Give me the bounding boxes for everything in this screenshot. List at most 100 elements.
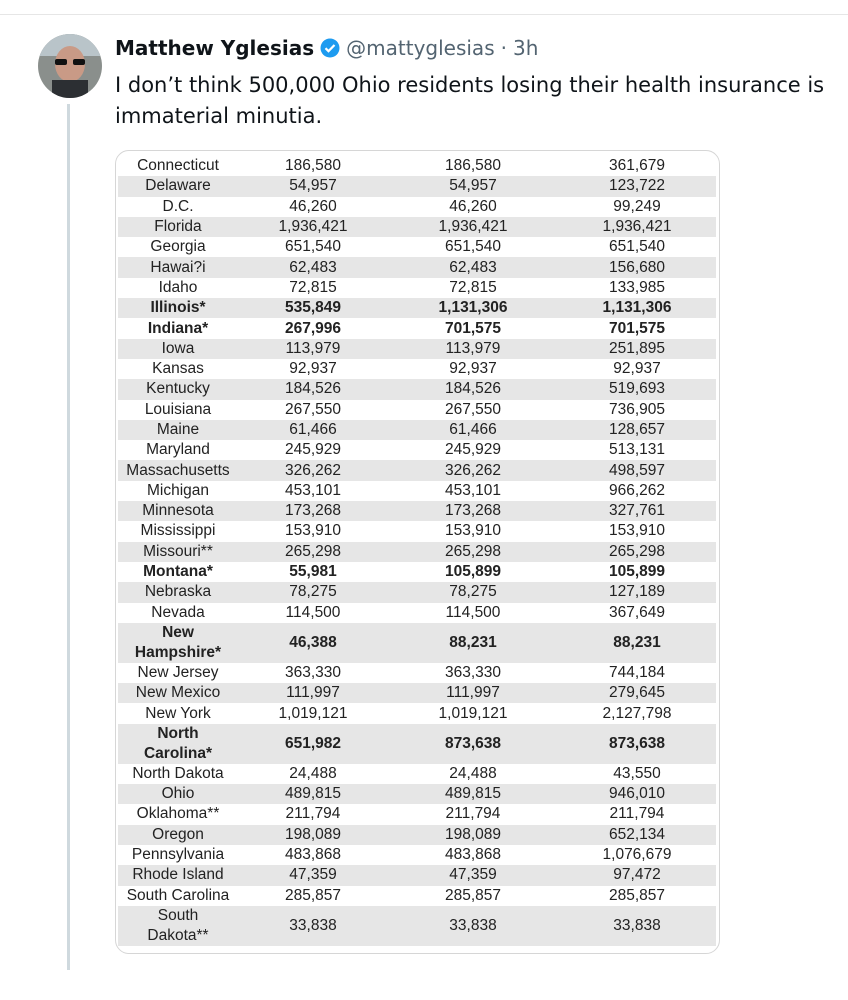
number-cell: 873,638 xyxy=(444,734,502,752)
state-cell: Nebraska xyxy=(144,583,212,601)
state-cell: Michigan xyxy=(146,481,210,499)
table-row: Illinois* 535,849 1,131,306 1,131,306 xyxy=(118,298,716,319)
timestamp[interactable]: 3h xyxy=(512,36,539,60)
number-cell: 153,910 xyxy=(608,522,666,540)
number-cell: 99,249 xyxy=(613,197,661,215)
number-cell: 123,722 xyxy=(608,177,666,195)
number-cell: 184,526 xyxy=(284,380,342,398)
state-cell: New Jersey xyxy=(137,663,219,681)
number-cell: 367,649 xyxy=(608,603,666,621)
table-row: Pennsylvania 483,868 483,868 1,076,679 xyxy=(118,845,716,865)
author-handle[interactable]: @mattyglesias xyxy=(346,36,495,60)
table-row: Nebraska 78,275 78,275 127,189 xyxy=(118,582,716,603)
number-cell: 61,466 xyxy=(449,421,497,438)
state-cell: Mississippi xyxy=(140,522,216,540)
number-cell: 736,905 xyxy=(608,400,666,418)
number-cell: 363,330 xyxy=(284,663,342,681)
state-cell: Connecticut xyxy=(137,157,219,175)
state-cell: Illinois* xyxy=(150,299,206,317)
number-cell: 113,979 xyxy=(445,339,501,357)
number-cell: 1,936,421 xyxy=(438,218,508,236)
state-cell: Oklahoma** xyxy=(136,805,220,823)
number-cell: 127,189 xyxy=(608,583,666,601)
table-row: South Carolina 285,857 285,857 285,857 xyxy=(118,886,716,906)
number-cell: 519,693 xyxy=(608,380,666,398)
number-cell: 184,526 xyxy=(444,380,502,398)
table-row: Connecticut 186,580 186,580 361,679 xyxy=(118,156,716,176)
number-cell: 72,815 xyxy=(449,278,497,296)
verified-badge xyxy=(320,38,340,58)
number-cell: 652,134 xyxy=(608,825,666,843)
table-row: Georgia 651,540 651,540 651,540 xyxy=(118,237,716,257)
number-cell: 265,298 xyxy=(444,542,502,560)
number-cell: 327,761 xyxy=(608,502,666,520)
number-cell: 651,540 xyxy=(284,238,342,256)
table-image[interactable]: Connecticut 186,580 186,580 361,679 Delaware… xyxy=(115,150,720,954)
number-cell: 186,580 xyxy=(444,157,502,175)
state-cell: New York xyxy=(145,704,211,722)
number-cell: 966,262 xyxy=(608,481,666,499)
table-row: Michigan 453,101 453,101 966,262 xyxy=(118,481,716,501)
table-row: Montana* 55,981 105,899 105,899 xyxy=(118,562,716,582)
state-cell: Indiana* xyxy=(147,319,209,337)
number-cell: 285,857 xyxy=(608,886,666,904)
state-cell: North Dakota xyxy=(132,764,224,782)
number-cell: 483,868 xyxy=(444,846,502,864)
divider xyxy=(0,14,848,15)
table-row: Mississippi 153,910 153,910 153,910 xyxy=(118,521,716,541)
number-cell: 62,483 xyxy=(449,258,497,276)
number-cell: 1,131,306 xyxy=(602,299,672,317)
number-cell: 363,330 xyxy=(444,663,502,681)
number-cell: 701,575 xyxy=(444,319,502,337)
number-cell: 47,359 xyxy=(449,866,497,884)
number-cell: 265,298 xyxy=(608,542,666,560)
number-cell: 285,857 xyxy=(284,886,342,904)
number-cell: 498,597 xyxy=(608,461,666,479)
number-cell: 2,127,798 xyxy=(602,704,672,722)
number-cell: 24,488 xyxy=(289,764,337,782)
table-row: New York 1,019,121 1,019,121 2,127,798 xyxy=(118,703,716,723)
number-cell: 265,298 xyxy=(284,542,342,560)
state-cell: Maine xyxy=(156,421,200,438)
number-cell: 186,580 xyxy=(284,157,342,175)
number-cell: 453,101 xyxy=(444,481,502,499)
number-cell: 78,275 xyxy=(449,583,497,601)
number-cell: 483,868 xyxy=(284,846,342,864)
number-cell: 33,838 xyxy=(289,916,337,934)
table-row: Kansas 92,937 92,937 92,937 xyxy=(118,359,716,379)
state-cell: Idaho xyxy=(158,278,198,296)
table-row: Missouri** 265,298 265,298 265,298 xyxy=(118,541,716,562)
state-cell: Massachusetts xyxy=(126,461,230,479)
number-cell: 1,936,421 xyxy=(278,218,348,236)
table-row: Delaware 54,957 54,957 123,722 xyxy=(118,176,716,197)
number-cell: 111,997 xyxy=(446,684,500,702)
number-cell: 326,262 xyxy=(284,461,342,479)
number-cell: 1,076,679 xyxy=(602,846,672,864)
state-cell: Kansas xyxy=(152,360,204,378)
author-name[interactable]: Matthew Yglesias xyxy=(115,36,315,60)
number-cell: 62,483 xyxy=(289,258,337,276)
number-cell: 1,131,306 xyxy=(438,299,508,317)
number-cell: 651,540 xyxy=(608,238,666,256)
number-cell: 111,997 xyxy=(286,684,340,702)
number-cell: 1,019,121 xyxy=(438,704,508,722)
thread-line xyxy=(67,104,70,970)
state-cell: Pennsylvania xyxy=(131,846,225,864)
number-cell: 114,500 xyxy=(285,603,341,621)
number-cell: 211,794 xyxy=(445,805,501,823)
table-row: Maine 61,466 61,466 128,657 xyxy=(118,419,716,441)
number-cell: 211,794 xyxy=(285,805,341,823)
table-row: Maryland 245,929 245,929 513,131 xyxy=(118,440,716,460)
state-cell: Hawai?i xyxy=(150,258,206,276)
tweet-header: Matthew Yglesias @mattyglesias · 3h xyxy=(115,36,538,60)
avatar[interactable] xyxy=(38,34,102,98)
number-cell: 267,550 xyxy=(444,400,502,418)
number-cell: 43,550 xyxy=(613,764,661,782)
state-cell: Rhode Island xyxy=(132,866,224,884)
number-cell: 535,849 xyxy=(284,299,342,317)
number-cell: 285,857 xyxy=(444,886,502,904)
number-cell: 267,996 xyxy=(284,319,342,337)
table-row: Ohio 489,815 489,815 946,010 xyxy=(118,784,716,805)
